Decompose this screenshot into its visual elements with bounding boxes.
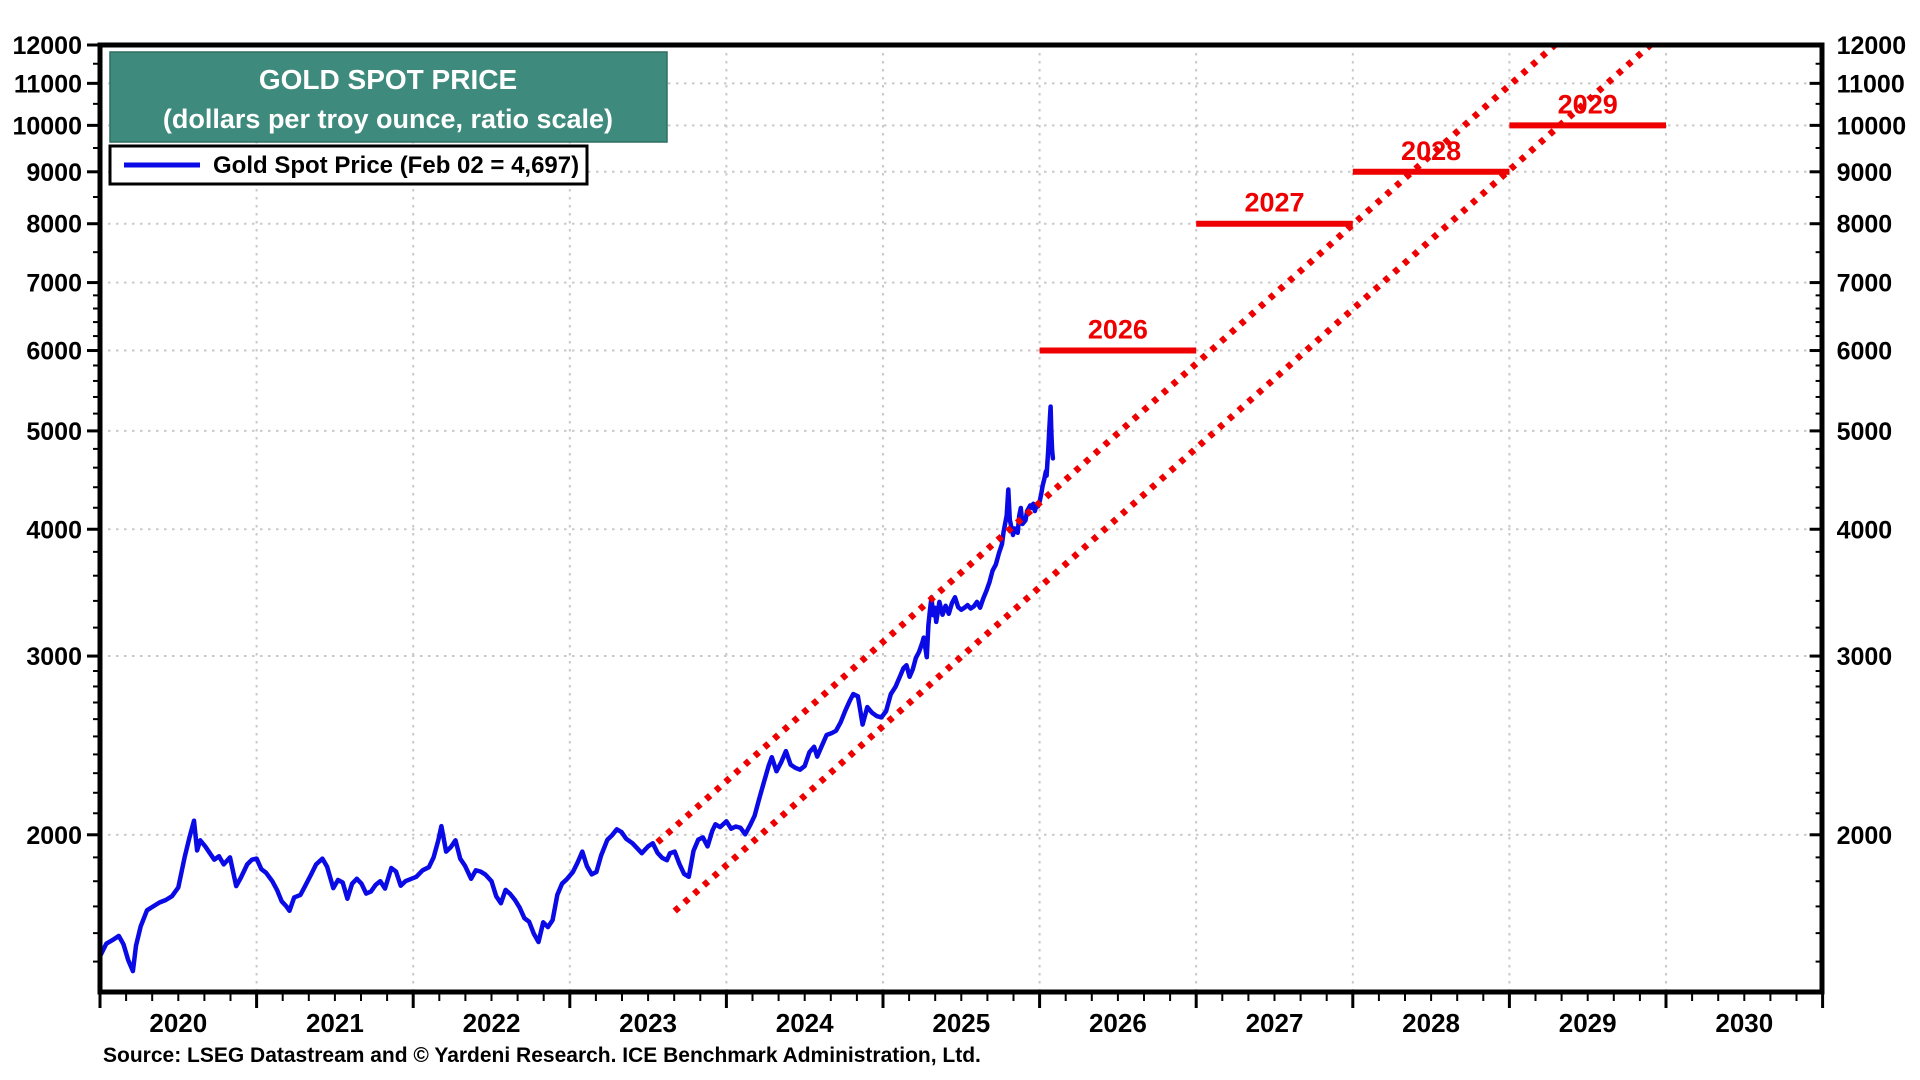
legend-label: Gold Spot Price (Feb 02 = 4,697) — [213, 152, 579, 179]
legend: Gold Spot Price (Feb 02 = 4,697) — [108, 144, 589, 186]
y-axis-label-right: 4000 — [1837, 516, 1893, 544]
y-axis-label-left: 3000 — [26, 643, 82, 671]
lower-channel-line — [672, 42, 1653, 914]
y-axis-label-right: 6000 — [1837, 338, 1893, 366]
gold-price-line — [97, 404, 1056, 974]
chart-subtitle: (dollars per troy ounce, ratio scale) — [163, 104, 613, 134]
x-axis-label: 2026 — [1089, 1008, 1147, 1038]
y-axis-label-left: 6000 — [26, 338, 82, 366]
y-axis-label-right: 3000 — [1837, 643, 1893, 671]
y-axis-label-right: 12000 — [1837, 32, 1907, 60]
y-axis-label-left: 7000 — [26, 270, 82, 298]
x-axis-label: 2028 — [1402, 1008, 1460, 1038]
title-box: GOLD SPOT PRICE (dollars per troy ounce,… — [109, 51, 668, 143]
y-axis-label-left: 11000 — [14, 70, 82, 98]
y-axis-label-left: 4000 — [26, 516, 82, 544]
upper-channel-line — [655, 42, 1557, 845]
x-axis-label: 2027 — [1246, 1008, 1304, 1038]
forecast-label-2029: 2029 — [1558, 89, 1618, 119]
plot-area: 2000 2000 3000 3000 4000 4000 5000 5000 6000 6000… — [12, 32, 1906, 1038]
x-axis-label: 2029 — [1559, 1008, 1617, 1038]
y-axis-label-right: 11000 — [1837, 70, 1905, 98]
x-axis-label: 2023 — [619, 1008, 677, 1038]
y-axis-label-right: 10000 — [1837, 112, 1907, 140]
x-axis-label: 2022 — [463, 1008, 521, 1038]
x-axis-label: 2030 — [1715, 1008, 1773, 1038]
y-axis-label-left: 5000 — [26, 418, 82, 446]
y-axis-label-right: 8000 — [1837, 211, 1893, 239]
x-axis-label: 2024 — [776, 1008, 834, 1038]
y-axis-label-left: 8000 — [26, 211, 82, 239]
x-axis-label: 2020 — [149, 1008, 207, 1038]
y-axis-label-right: 5000 — [1837, 418, 1893, 446]
y-axis-label-left: 12000 — [12, 32, 82, 60]
y-axis-label-left: 10000 — [12, 112, 82, 140]
y-axis-label-left: 9000 — [26, 159, 82, 187]
forecast-label-2026: 2026 — [1088, 315, 1148, 345]
y-axis-label-right: 9000 — [1837, 159, 1893, 187]
y-axis-label-right: 7000 — [1837, 270, 1893, 298]
plot-border — [97, 42, 1825, 995]
x-axis-label: 2021 — [306, 1008, 364, 1038]
y-axis-label-left: 2000 — [26, 822, 82, 850]
x-axis-label: 2025 — [932, 1008, 990, 1038]
forecast-label-2028: 2028 — [1401, 136, 1461, 166]
y-axis-label-right: 2000 — [1837, 822, 1893, 850]
forecast-label-2027: 2027 — [1244, 188, 1304, 218]
source-credit: Source: LSEG Datastream and © Yardeni Re… — [103, 1044, 981, 1067]
chart-title: GOLD SPOT PRICE — [259, 64, 517, 95]
